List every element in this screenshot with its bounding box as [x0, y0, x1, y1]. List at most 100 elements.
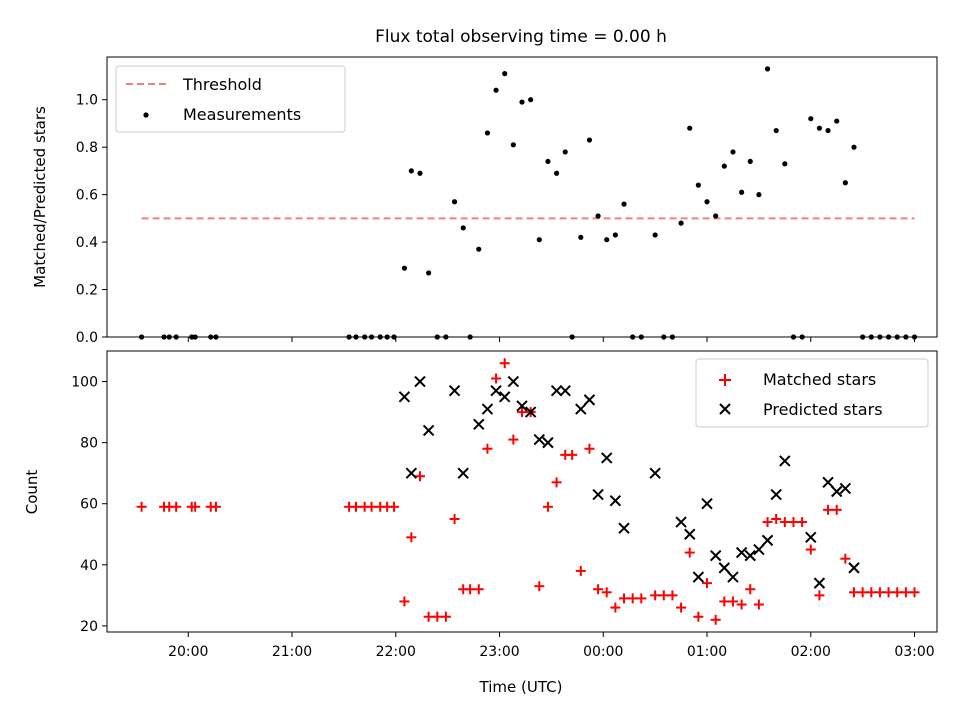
predicted-star-point: [542, 436, 554, 449]
bottom-y-tick-label: 20: [80, 619, 98, 635]
bottom-panel: 20 40 60 80 100 20:00 21:00 22:00 23:00 00:00 01:…: [23, 350, 938, 696]
measurement-point: [773, 127, 779, 134]
measurement-point: [401, 265, 408, 271]
measurement-point: [816, 125, 823, 131]
predicted-star-point: [422, 424, 435, 437]
matched-star-point: [736, 599, 747, 610]
matched-star-point: [814, 590, 825, 601]
predicted-star-point: [559, 384, 571, 397]
predicted-star-point: [592, 488, 604, 501]
matched-star-point: [423, 611, 434, 622]
matched-star-point: [771, 513, 782, 524]
matched-star-point: [499, 358, 510, 369]
matched-star-point: [719, 596, 730, 607]
measurement-point: [426, 270, 432, 276]
measurement-point: [604, 237, 610, 243]
bottom-x-axis: 20:00 21:00 22:00 23:00 00:00 01:00 02:00 03:00: [168, 632, 935, 660]
top-legend: Threshold Measurements: [115, 65, 346, 133]
matched-legend-label: Matched stars: [763, 370, 876, 389]
predicted-star-point: [457, 467, 469, 479]
matched-star-point: [797, 517, 808, 528]
matched-star-point: [883, 587, 894, 598]
bottom-legend: Matched stars Predicted stars: [695, 358, 929, 428]
matched-star-point: [779, 517, 790, 528]
predicted-star-point: [735, 546, 748, 559]
predicted-star-point: [448, 384, 461, 397]
matched-star-point: [171, 501, 182, 512]
matched-star-point: [676, 602, 687, 613]
top-y-axis-label: Matched/Predicted stars: [31, 106, 49, 288]
predicted-star-point: [575, 403, 587, 415]
predicted-star-point: [779, 455, 791, 467]
matched-star-point: [627, 593, 638, 604]
bottom-y-axis-label: Count: [23, 470, 41, 515]
bottom-y-axis: 20 40 60 80 100: [71, 375, 107, 635]
matched-star-point: [823, 504, 834, 515]
predicted-star-point: [499, 391, 511, 403]
matched-star-point: [136, 501, 147, 512]
bottom-legend-box: [695, 358, 929, 428]
predicted-star-point: [692, 571, 705, 583]
matched-star-point: [727, 596, 738, 607]
bottom-x-tick-label: 01:00: [687, 644, 727, 660]
predicted-star-point: [583, 394, 596, 406]
matched-star-point: [684, 547, 695, 558]
measurement-point: [578, 234, 584, 240]
matched-star-point: [900, 587, 911, 598]
top-y-tick-label: 0.0: [76, 330, 98, 346]
measurement-point: [713, 213, 719, 219]
bottom-x-tick-label: 00:00: [583, 644, 623, 660]
top-y-tick-label: 0.8: [76, 140, 98, 156]
predicted-star-point: [684, 528, 696, 540]
matched-star-point: [414, 471, 425, 482]
predicted-star-point: [473, 418, 485, 431]
predicted-legend-label: Predicted stars: [763, 400, 883, 419]
measurement-point: [851, 144, 857, 150]
measurement-point: [808, 116, 814, 122]
matched-star-point: [619, 593, 630, 604]
measurement-point: [545, 158, 551, 165]
predicted-star-point: [813, 577, 826, 589]
measurement-point: [652, 232, 658, 238]
matched-star-point: [399, 596, 410, 607]
measurement-point: [782, 161, 788, 167]
measurement-point: [612, 232, 618, 238]
measurement-point: [730, 149, 736, 155]
top-legend-box: [115, 65, 346, 133]
measurement-point: [502, 71, 508, 77]
measurement-point: [595, 213, 601, 219]
measurement-point: [417, 170, 423, 176]
top-y-tick-label: 1.0: [76, 93, 98, 109]
matched-star-point: [210, 501, 221, 512]
matched-star-point: [849, 587, 859, 598]
bottom-x-axis-label: Time (UTC): [479, 678, 563, 696]
bottom-x-tick-label: 20:00: [168, 644, 208, 660]
matched-star-point: [874, 587, 885, 598]
matched-star-point: [805, 544, 816, 555]
predicted-star-point: [839, 482, 852, 495]
matched-star-point: [534, 581, 545, 592]
predicted-star-point: [675, 516, 687, 528]
matched-star-point: [551, 477, 562, 488]
bottom-y-tick-label: 100: [71, 375, 98, 391]
matched-star-point: [389, 501, 400, 512]
top-y-axis: 0.0 0.2 0.4 0.6 0.8 1.0: [76, 93, 107, 346]
matched-star-point: [745, 584, 756, 595]
top-chart-title: Flux total observing time = 0.00 h: [375, 27, 667, 47]
measurement-point: [704, 199, 710, 205]
predicted-star-point: [848, 562, 860, 574]
predicted-star-point: [618, 522, 630, 534]
matched-star-point: [491, 373, 502, 384]
predicted-star-point: [533, 433, 545, 446]
matched-star-point: [517, 407, 527, 418]
matched-star-point: [866, 587, 877, 598]
matched-star-point: [465, 584, 476, 595]
matched-star-point: [710, 614, 721, 625]
matched-star-point: [406, 532, 417, 543]
predicted-star-point: [727, 571, 739, 583]
bottom-plot-frame: [106, 350, 938, 633]
bottom-y-tick-label: 80: [80, 436, 98, 452]
bottom-y-tick-label: 60: [80, 497, 98, 513]
bottom-x-tick-label: 21:00: [272, 644, 312, 660]
